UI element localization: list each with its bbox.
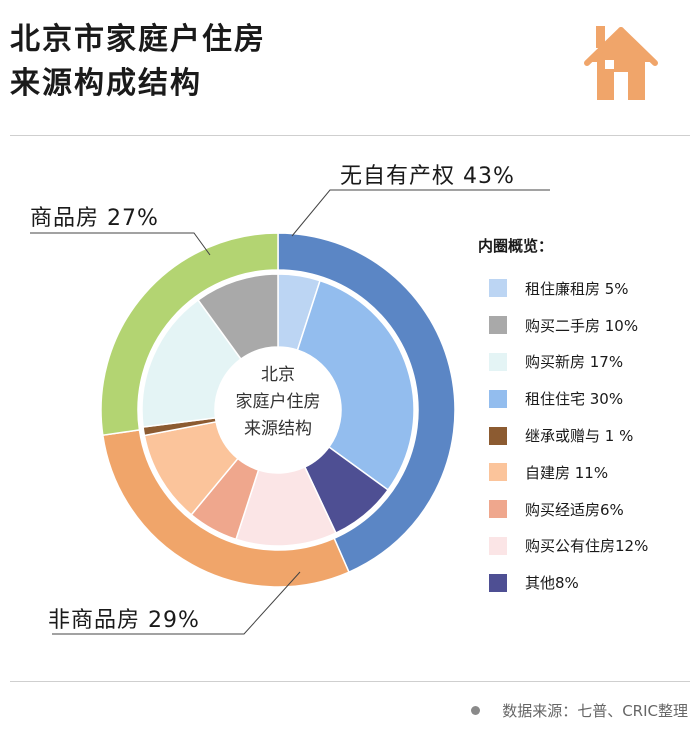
- inner-ring-slice-1: [296, 279, 415, 491]
- legend-swatch: [489, 573, 507, 592]
- bottom-divider: [10, 681, 690, 682]
- outer-ring-slice-2: [100, 232, 279, 437]
- legend-swatch: [489, 316, 507, 335]
- center-label-line-3: 来源结构: [244, 419, 312, 439]
- legend-item: 继承或赠与 1 %: [478, 417, 693, 454]
- legend-swatch: [489, 426, 507, 445]
- legend-swatch: [489, 536, 507, 555]
- legend-swatch: [489, 389, 507, 408]
- outer-ring-slice-0: [277, 232, 456, 574]
- legend-item: 购买经适房6%: [478, 491, 693, 528]
- title-line-2: 来源构成结构: [10, 66, 202, 101]
- source-text: 数据来源：七普、CRIC整理: [502, 702, 688, 720]
- legend-item: 购买新房 17%: [478, 344, 693, 381]
- leader-line-no-property: [291, 189, 550, 237]
- leader-line-non-commercial: [52, 571, 301, 635]
- legend-label: 自建房 11%: [525, 463, 609, 482]
- center-label-line-1: 北京: [261, 365, 295, 385]
- legend-label: 购买经适房6%: [525, 500, 624, 519]
- title-line-1: 北京市家庭户住房: [10, 22, 266, 57]
- page-title: 北京市家庭户住房 来源构成结构: [10, 18, 266, 106]
- legend: 内圈概览： 租住廉租房 5% 购买二手房 10% 购买新房 17% 租住住宅 30% 继…: [478, 235, 693, 601]
- legend-item: 租住廉租房 5%: [478, 270, 693, 307]
- source-note: 数据来源：七普、CRIC整理: [471, 700, 688, 721]
- legend-item: 租住住宅 30%: [478, 380, 693, 417]
- legend-item: 购买二手房 10%: [478, 307, 693, 344]
- legend-swatch: [489, 500, 507, 519]
- outer-label-commercial: 商品房 27%: [30, 206, 159, 231]
- legend-swatch: [489, 279, 507, 298]
- legend-label: 购买新房 17%: [525, 353, 624, 372]
- legend-swatch: [489, 463, 507, 482]
- leader-line-commercial: [30, 232, 211, 256]
- legend-label: 租住住宅 30%: [525, 390, 624, 409]
- center-label-line-2: 家庭户住房: [235, 392, 321, 412]
- legend-swatch: [489, 352, 507, 371]
- legend-label: 购买公有住房12%: [525, 537, 649, 556]
- legend-label: 其他8%: [525, 574, 579, 593]
- legend-label: 购买二手房 10%: [525, 316, 639, 335]
- bullet-dot-icon: [471, 706, 481, 715]
- legend-item: 自建房 11%: [478, 454, 693, 491]
- chart-center-label: 北京 家庭户住房 来源结构: [200, 362, 356, 443]
- legend-item: 其他8%: [478, 564, 693, 601]
- top-divider: [10, 135, 690, 136]
- outer-label-non-commercial: 非商品房 29%: [48, 608, 200, 633]
- inner-ring-slice-8: [197, 273, 279, 361]
- legend-label: 继承或赠与 1 %: [525, 427, 634, 446]
- legend-label: 租住廉租房 5%: [525, 279, 629, 298]
- legend-item: 购买公有住房12%: [478, 528, 693, 565]
- legend-title: 内圈概览：: [478, 237, 554, 255]
- outer-label-no-property: 无自有产权 43%: [340, 164, 515, 189]
- house-icon: [584, 26, 658, 100]
